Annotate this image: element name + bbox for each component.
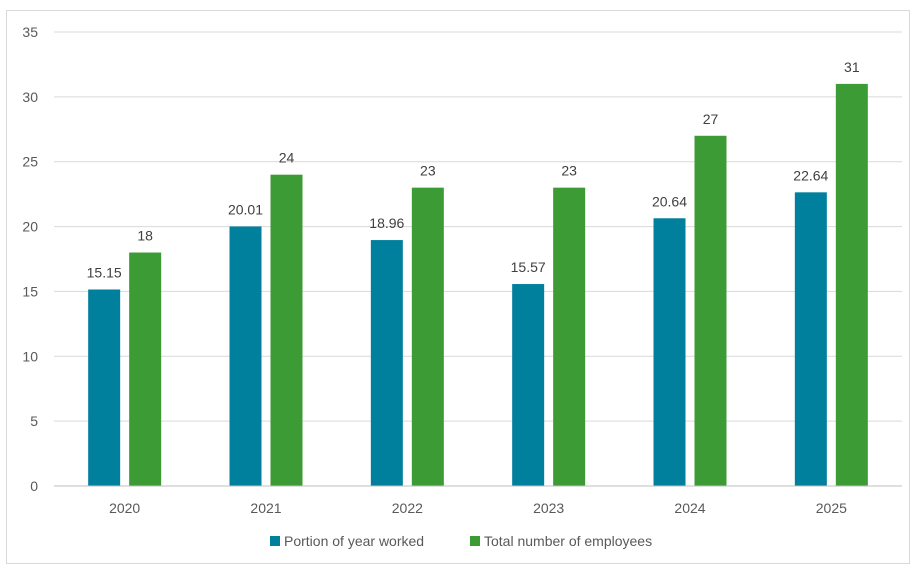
gridlines — [54, 31, 902, 487]
x-tick-label: 2023 — [533, 500, 564, 516]
bar-employees — [270, 174, 303, 486]
y-tick-label: 20 — [22, 219, 38, 235]
data-label: 20.64 — [652, 193, 687, 209]
x-axis: 2020 2021 2022 2023 2024 2025 — [54, 485, 902, 516]
y-tick-label: 35 — [22, 24, 38, 40]
legend: Portion of year worked Total number of em… — [270, 533, 652, 549]
data-label: 23 — [420, 163, 436, 179]
bar-portion — [88, 289, 121, 486]
data-label: 22.64 — [793, 167, 828, 183]
x-tick-label: 2021 — [250, 500, 281, 516]
bar-employees — [129, 252, 162, 486]
bar-employees — [835, 83, 868, 486]
bar-employees — [411, 187, 444, 486]
data-label: 31 — [844, 59, 860, 75]
y-tick-label: 15 — [22, 283, 38, 299]
legend-label-employees: Total number of employees — [484, 533, 652, 549]
bar-portion — [653, 218, 686, 486]
legend-swatch-portion — [270, 536, 280, 546]
bar-portion — [512, 284, 545, 486]
x-tick-label: 2020 — [109, 500, 140, 516]
data-label: 15.15 — [87, 264, 122, 280]
data-label: 15.57 — [511, 259, 546, 275]
y-axis: 0 5 10 15 20 25 30 35 — [22, 24, 38, 494]
x-tick-label: 2025 — [816, 500, 847, 516]
data-label: 23 — [561, 163, 577, 179]
bar-portion — [229, 226, 262, 486]
x-tick-label: 2022 — [392, 500, 423, 516]
bars — [88, 83, 868, 487]
data-labels: 15.15 18 20.01 24 18.96 23 15.57 23 20.64 27 22.64… — [87, 59, 860, 281]
y-tick-label: 0 — [30, 478, 38, 494]
data-label: 24 — [279, 150, 295, 166]
y-tick-label: 30 — [22, 89, 38, 105]
data-label: 18.96 — [369, 215, 404, 231]
y-tick-label: 5 — [30, 413, 38, 429]
data-label: 20.01 — [228, 201, 263, 217]
y-tick-label: 10 — [22, 348, 38, 364]
data-label: 18 — [137, 228, 153, 244]
data-label: 27 — [703, 111, 719, 127]
bar-employees — [694, 135, 727, 486]
x-tick-label: 2024 — [674, 500, 705, 516]
bar-portion — [370, 240, 403, 486]
bar-employees — [553, 187, 586, 486]
legend-label-portion: Portion of year worked — [284, 533, 424, 549]
y-tick-label: 25 — [22, 154, 38, 170]
legend-swatch-employees — [470, 536, 480, 546]
bar-portion — [794, 192, 827, 487]
